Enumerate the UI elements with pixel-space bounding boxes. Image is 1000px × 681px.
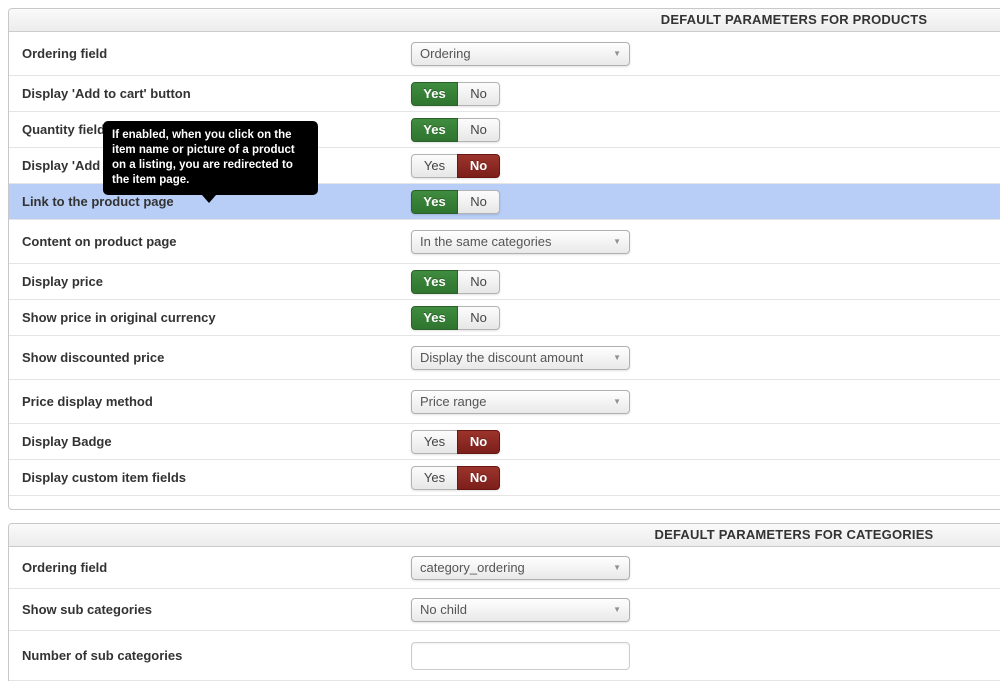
yes-button[interactable]: Yes	[411, 269, 458, 294]
chevron-down-icon: ▼	[613, 562, 621, 572]
no-button[interactable]: No	[457, 465, 500, 490]
row-label: Ordering field	[22, 46, 108, 61]
dropdown-selected-value: Price range	[420, 394, 487, 409]
no-button[interactable]: No	[457, 117, 500, 142]
settings-row: Price display method Price range ▼	[9, 380, 1000, 424]
dropdown-selected-value: Ordering	[420, 46, 471, 61]
settings-row: Show discounted price Display the discou…	[9, 336, 1000, 380]
rows-container: Ordering field category_ordering ▼ Show …	[9, 547, 1000, 681]
yes-no-toggle: Yes No	[411, 429, 500, 454]
section-header: DEFAULT PARAMETERS FOR CATEGORIES	[9, 524, 1000, 547]
yes-no-toggle: Yes No	[411, 81, 500, 106]
chevron-down-icon: ▼	[613, 236, 621, 246]
dropdown-select[interactable]: category_ordering ▼	[411, 555, 630, 580]
dropdown-select[interactable]: In the same categories ▼	[411, 229, 630, 254]
no-button[interactable]: No	[457, 429, 500, 454]
no-button[interactable]: No	[457, 305, 500, 330]
yes-no-toggle: Yes No	[411, 465, 500, 490]
dropdown-select[interactable]: Ordering ▼	[411, 41, 630, 66]
row-label: Show discounted price	[22, 350, 165, 365]
yes-no-toggle: Yes No	[411, 305, 500, 330]
dropdown-selected-value: No child	[420, 602, 467, 617]
chevron-down-icon: ▼	[613, 396, 621, 406]
rows-container: Ordering field Ordering ▼ Display 'Add t…	[9, 32, 1000, 496]
row-label: Display 'Add to cart' button	[22, 86, 191, 101]
row-label: Display Badge	[22, 434, 112, 449]
settings-row: Display 'Add to cart' button Yes No	[9, 76, 1000, 112]
settings-row: Show sub categories No child ▼	[9, 589, 1000, 631]
yes-button[interactable]: Yes	[411, 189, 458, 214]
yes-button[interactable]: Yes	[411, 81, 458, 106]
yes-no-toggle: Yes No	[411, 117, 500, 142]
text-input[interactable]	[411, 641, 630, 670]
row-label: Display price	[22, 274, 103, 289]
settings-row: Display custom item fields Yes No	[9, 460, 1000, 496]
section-header: DEFAULT PARAMETERS FOR PRODUCTS	[9, 9, 1000, 32]
row-label: Link to the product page	[22, 194, 174, 209]
row-label: Display 'Add	[22, 158, 101, 173]
tooltip: If enabled, when you click on the item n…	[103, 121, 318, 203]
settings-row: Display price Yes No	[9, 264, 1000, 300]
tooltip-arrow-icon	[202, 195, 216, 203]
row-label: Show price in original currency	[22, 310, 216, 325]
no-button[interactable]: No	[457, 81, 500, 106]
yes-button[interactable]: Yes	[411, 429, 458, 454]
no-button[interactable]: No	[457, 153, 500, 178]
row-label: Quantity field	[22, 122, 106, 137]
settings-panel: DEFAULT PARAMETERS FOR PRODUCTS Ordering…	[8, 8, 1000, 510]
yes-button[interactable]: Yes	[411, 305, 458, 330]
dropdown-selected-value: In the same categories	[420, 234, 552, 249]
settings-row: Content on product page In the same cate…	[9, 220, 1000, 264]
yes-no-toggle: Yes No	[411, 189, 500, 214]
dropdown-selected-value: Display the discount amount	[420, 350, 584, 365]
dropdown-selected-value: category_ordering	[420, 560, 525, 575]
settings-panel: DEFAULT PARAMETERS FOR CATEGORIES Orderi…	[8, 523, 1000, 681]
no-button[interactable]: No	[457, 269, 500, 294]
row-label: Show sub categories	[22, 602, 153, 617]
row-label: Display custom item fields	[22, 470, 186, 485]
dropdown-select[interactable]: Price range ▼	[411, 389, 630, 414]
row-label: Ordering field	[22, 560, 108, 575]
yes-no-toggle: Yes No	[411, 269, 500, 294]
chevron-down-icon: ▼	[613, 352, 621, 362]
settings-row: Ordering field category_ordering ▼	[9, 547, 1000, 589]
yes-button[interactable]: Yes	[411, 465, 458, 490]
settings-row: Number of sub categories	[9, 631, 1000, 681]
yes-button[interactable]: Yes	[411, 153, 458, 178]
dropdown-select[interactable]: Display the discount amount ▼	[411, 345, 630, 370]
settings-row: Display Badge Yes No	[9, 424, 1000, 460]
chevron-down-icon: ▼	[613, 48, 621, 58]
row-label: Content on product page	[22, 234, 177, 249]
row-label: Price display method	[22, 394, 153, 409]
row-label: Number of sub categories	[22, 648, 183, 663]
settings-row: Ordering field Ordering ▼	[9, 32, 1000, 76]
tooltip-text: If enabled, when you click on the item n…	[112, 129, 295, 186]
no-button[interactable]: No	[457, 189, 500, 214]
yes-no-toggle: Yes No	[411, 153, 500, 178]
dropdown-select[interactable]: No child ▼	[411, 597, 630, 622]
settings-row: Show price in original currency Yes No	[9, 300, 1000, 336]
chevron-down-icon: ▼	[613, 604, 621, 614]
yes-button[interactable]: Yes	[411, 117, 458, 142]
